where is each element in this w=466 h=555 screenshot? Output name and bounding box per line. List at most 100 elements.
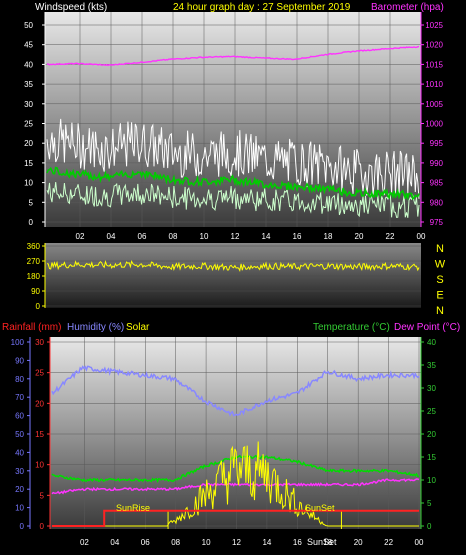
bottom-x-tick-label: 00 xyxy=(415,538,424,547)
direction-grid xyxy=(45,245,421,307)
rain-tick-label: 30 xyxy=(35,338,44,347)
bottom-x-tick-label: 12 xyxy=(232,538,241,547)
direction-left-tick-label: 0 xyxy=(36,302,41,311)
humidity-axis: 0 10 20 30 40 50 60 70 80 90 100 xyxy=(11,337,31,531)
direction-left-tick-label: 270 xyxy=(27,257,41,266)
sunset-label: SunSet xyxy=(305,503,335,513)
direction-left-tick-label: 360 xyxy=(27,242,41,251)
wind-x-axis: 02 04 06 08 10 12 14 16 18 20 22 00 xyxy=(76,232,426,241)
wind-x-tick-label: 04 xyxy=(107,232,116,241)
humidity-tick-label: 10 xyxy=(15,504,24,513)
humidity-tick-label: 70 xyxy=(15,393,24,402)
legend-solar: Solar xyxy=(126,322,150,333)
wind-left-tick-label: 25 xyxy=(24,120,33,129)
wind-series xyxy=(46,45,420,218)
bottom-x-tick-label: 08 xyxy=(171,538,180,547)
gust-series-line xyxy=(46,118,420,199)
bottom-x-tick-label: 14 xyxy=(262,538,271,547)
bottom-x-tick-label: 20 xyxy=(354,538,363,547)
temperature-tick-label: 15 xyxy=(427,453,436,462)
baro-right-tick-label: 1010 xyxy=(425,80,443,89)
compass-label: S xyxy=(436,274,443,286)
humidity-tick-label: 60 xyxy=(15,412,24,421)
wind-average-series-line xyxy=(46,166,420,201)
wind-x-tick-label: 12 xyxy=(231,232,240,241)
temperature-tick-label: 0 xyxy=(427,522,432,531)
temperature-tick-label: 30 xyxy=(427,384,436,393)
baro-right-tick-label: 975 xyxy=(430,218,444,227)
wind-left-tick-label: 35 xyxy=(24,80,33,89)
humidity-tick-label: 0 xyxy=(20,522,25,531)
wind-left-tick-label: 20 xyxy=(24,139,33,148)
direction-series xyxy=(46,260,420,273)
wind-x-tick-label: 10 xyxy=(200,232,209,241)
wind-left-tick-label: 45 xyxy=(24,41,33,50)
wind-left-tick-label: 0 xyxy=(29,218,34,227)
humidity-tick-label: 100 xyxy=(11,338,25,347)
rain-tick-label: 10 xyxy=(35,461,44,470)
temperature-series-line xyxy=(51,454,420,484)
baro-right-axis: 975 980 985 990 995 1000 1005 1010 1015 1020 1025 xyxy=(420,12,444,227)
sunrise-label: SunRise xyxy=(116,503,150,513)
bottom-x-tick-label: 18 xyxy=(323,538,332,547)
bottom-x-tick-label: 22 xyxy=(384,538,393,547)
rainfall-series-line xyxy=(52,509,419,527)
wind-left-axis: 0 5 10 15 20 25 30 35 40 45 50 xyxy=(24,12,46,227)
direction-left-tick-label: 90 xyxy=(31,287,40,296)
baro-right-tick-label: 1005 xyxy=(425,100,443,109)
temperature-tick-label: 10 xyxy=(427,476,436,485)
wind-x-tick-label: 16 xyxy=(293,232,302,241)
wind-left-tick-label: 15 xyxy=(24,159,33,168)
temperature-tick-label: 20 xyxy=(427,430,436,439)
humidity-tick-label: 90 xyxy=(15,356,24,365)
temperature-tick-label: 5 xyxy=(427,499,432,508)
wind-x-tick-label: 02 xyxy=(76,232,85,241)
bottom-grid xyxy=(50,337,421,529)
wind-left-tick-label: 50 xyxy=(24,21,33,30)
bottom-x-tick-label: 04 xyxy=(110,538,119,547)
baro-right-tick-label: 1015 xyxy=(425,60,443,69)
wind-x-tick-label: 14 xyxy=(262,232,271,241)
bottom-x-axis: 02 04 06 08 10 12 14 16 18 20 22 00 xyxy=(80,538,424,547)
rain-tick-label: 15 xyxy=(35,430,44,439)
baro-right-tick-label: 1025 xyxy=(425,21,443,30)
compass-label: E xyxy=(436,290,443,302)
rain-tick-label: 5 xyxy=(40,491,45,500)
temperature-axis: 0 5 10 15 20 25 30 35 40 xyxy=(420,337,436,531)
wind-x-tick-label: 06 xyxy=(138,232,147,241)
wind-left-tick-label: 10 xyxy=(24,179,33,188)
humidity-tick-label: 80 xyxy=(15,375,24,384)
wind-x-tick-label: 08 xyxy=(169,232,178,241)
rain-tick-label: 0 xyxy=(40,522,45,531)
direction-panel-background xyxy=(45,243,421,308)
direction-left-tick-label: 180 xyxy=(27,272,41,281)
legend-rainfall: Rainfall (mm) xyxy=(2,322,61,333)
baro-right-tick-label: 985 xyxy=(430,179,444,188)
temperature-tick-label: 25 xyxy=(427,407,436,416)
dewpoint-series-line xyxy=(51,478,420,495)
legend-temperature: Temperature (°C) xyxy=(313,322,390,333)
direction-series-line xyxy=(46,260,420,273)
barometer-label: Barometer (hpa) xyxy=(371,2,444,13)
legend-dewpoint: Dew Point (°C) xyxy=(394,322,460,333)
sunset-bottom-label: SunSet xyxy=(307,537,337,547)
wind-x-tick-label: 18 xyxy=(324,232,333,241)
temperature-tick-label: 35 xyxy=(427,361,436,370)
bottom-x-tick-label: 16 xyxy=(293,538,302,547)
bottom-series xyxy=(51,365,420,529)
direction-left-axis: 0 90 180 270 360 xyxy=(27,242,46,311)
wind-grid xyxy=(45,12,422,227)
bottom-panel-background xyxy=(50,337,421,529)
bottom-x-tick-label: 10 xyxy=(202,538,211,547)
rain-tick-label: 25 xyxy=(35,369,44,378)
humidity-series-line xyxy=(51,365,420,417)
compass-label: N xyxy=(436,243,444,255)
humidity-tick-label: 50 xyxy=(15,430,24,439)
baro-right-tick-label: 1020 xyxy=(425,41,443,50)
temperature-tick-label: 40 xyxy=(427,338,436,347)
humidity-tick-label: 30 xyxy=(15,467,24,476)
rain-tick-label: 20 xyxy=(35,399,44,408)
wind-x-tick-label: 22 xyxy=(386,232,395,241)
